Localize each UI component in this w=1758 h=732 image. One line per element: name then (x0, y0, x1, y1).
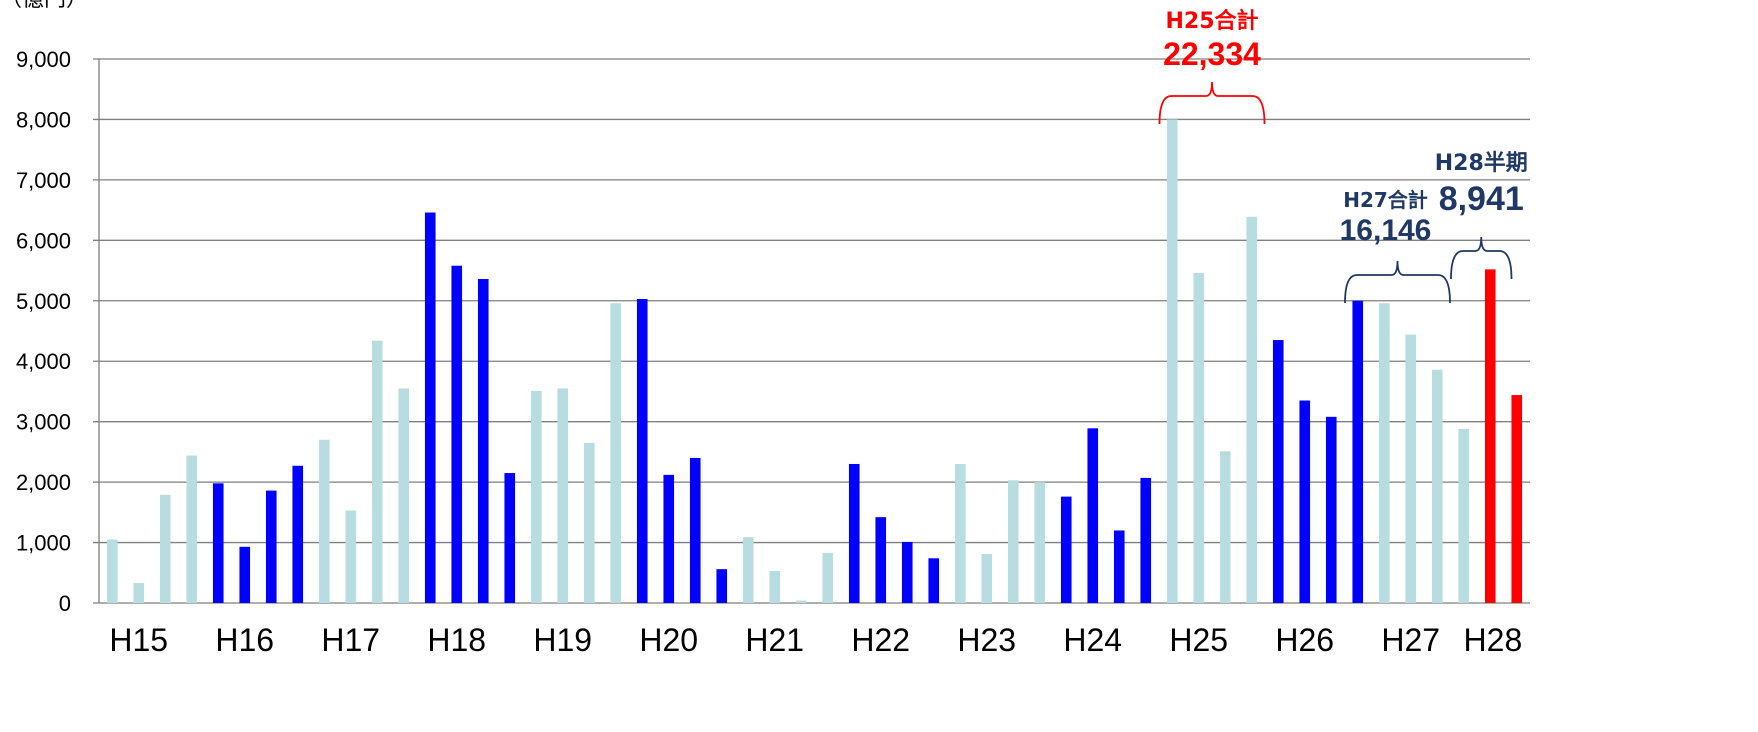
bar (1352, 300, 1364, 603)
bar (795, 600, 807, 603)
x-axis: H15 H16 H17 H18 H19 H20 H21 H22 H23 H24 H25 H26 H27 H… (109, 622, 1522, 658)
bar (1166, 119, 1178, 603)
x-tick-label: H20 (639, 622, 698, 658)
bar (106, 539, 118, 603)
bar (769, 570, 781, 603)
y-unit-label: （億円） (0, 0, 88, 12)
x-tick-label: H21 (745, 622, 804, 658)
bar (636, 298, 648, 603)
bar (186, 455, 198, 603)
bar (557, 388, 569, 603)
y-tick-label: 2,000 (16, 470, 71, 495)
bar (1060, 496, 1072, 603)
bar (1193, 272, 1205, 603)
bar (212, 483, 224, 603)
x-tick-label: H19 (533, 622, 592, 658)
y-tick-label: 0 (59, 591, 71, 616)
bar (1378, 303, 1390, 603)
y-axis: 0 1,000 2,000 3,000 4,000 5,000 6,000 7,000 8,00… (16, 47, 100, 616)
y-tick-label: 1,000 (16, 531, 71, 556)
x-tick-label: H26 (1275, 622, 1334, 658)
bar (875, 517, 887, 603)
bar (583, 442, 595, 603)
bar (822, 552, 834, 603)
bar (1484, 269, 1496, 603)
bar (689, 457, 701, 603)
y-tick-label: 3,000 (16, 410, 71, 435)
x-tick-label: H22 (851, 622, 910, 658)
bar (954, 463, 966, 603)
bar (1087, 428, 1099, 603)
bar (1405, 334, 1417, 603)
bar (1511, 395, 1523, 603)
bar (663, 474, 675, 603)
bar (1272, 340, 1284, 603)
x-tick-label: H27 (1381, 622, 1440, 658)
x-tick-label: H23 (957, 622, 1016, 658)
x-tick-label: H18 (427, 622, 486, 658)
y-tick-label: 5,000 (16, 289, 71, 314)
bar (159, 494, 171, 603)
bar (133, 583, 145, 603)
bar (292, 465, 304, 603)
x-tick-label: H17 (321, 622, 380, 658)
bar (1325, 416, 1337, 603)
annotation-value: 22,334 (1163, 36, 1261, 72)
bar (398, 388, 410, 603)
bar (477, 279, 489, 603)
y-tick-label: 7,000 (16, 168, 71, 193)
bar (345, 510, 357, 603)
bar (530, 390, 542, 603)
bar (239, 546, 251, 603)
y-tick-label: 8,000 (16, 107, 71, 132)
annotation-value: 16,146 (1340, 214, 1432, 247)
bar (716, 569, 728, 603)
x-tick-label: H25 (1169, 622, 1228, 658)
bar (371, 340, 383, 603)
bar (504, 473, 516, 603)
bar (1034, 482, 1046, 603)
y-tick-label: 6,000 (16, 228, 71, 253)
bar (848, 463, 860, 603)
x-tick-label: H15 (109, 622, 168, 658)
bar (265, 490, 277, 603)
bar (451, 265, 463, 603)
annotation-label: H27合計 (1343, 188, 1428, 212)
bar (1299, 400, 1311, 603)
bar (610, 303, 622, 603)
bar (928, 558, 940, 603)
bar (981, 554, 993, 603)
gridlines (93, 58, 1530, 604)
bar (1219, 451, 1231, 603)
bar (901, 541, 913, 603)
bar (1113, 530, 1125, 603)
annotation-bracket (1158, 81, 1266, 125)
annotation-label: H25合計 (1165, 8, 1258, 34)
x-tick-label: H28 (1464, 622, 1523, 658)
bar (1007, 480, 1019, 603)
bar (1458, 428, 1470, 603)
bar (424, 212, 436, 604)
bar (318, 439, 330, 603)
annotation-value: 8,941 (1439, 180, 1524, 218)
annotation-bracket (1344, 260, 1451, 304)
x-tick-label: H24 (1063, 622, 1122, 658)
y-tick-label: 4,000 (16, 349, 71, 374)
bar (1431, 369, 1443, 603)
annotation-label: H28半期 (1435, 151, 1528, 176)
bar (1246, 216, 1258, 603)
bars (106, 119, 1523, 604)
bar (1140, 477, 1152, 603)
bar (742, 537, 754, 603)
y-tick-label: 9,000 (16, 47, 71, 72)
annotation-bracket (1450, 236, 1513, 280)
x-tick-label: H16 (215, 622, 274, 658)
